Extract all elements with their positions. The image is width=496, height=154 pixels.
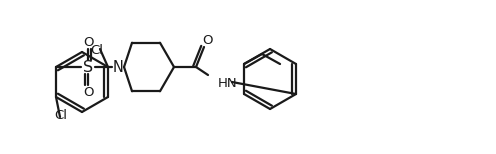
Text: O: O <box>83 85 93 99</box>
Text: O: O <box>202 34 212 47</box>
Text: S: S <box>83 59 93 75</box>
Text: Cl: Cl <box>90 44 104 57</box>
Text: O: O <box>83 36 93 49</box>
Text: HN: HN <box>218 77 238 89</box>
Text: N: N <box>113 59 124 75</box>
Text: Cl: Cl <box>55 109 67 122</box>
